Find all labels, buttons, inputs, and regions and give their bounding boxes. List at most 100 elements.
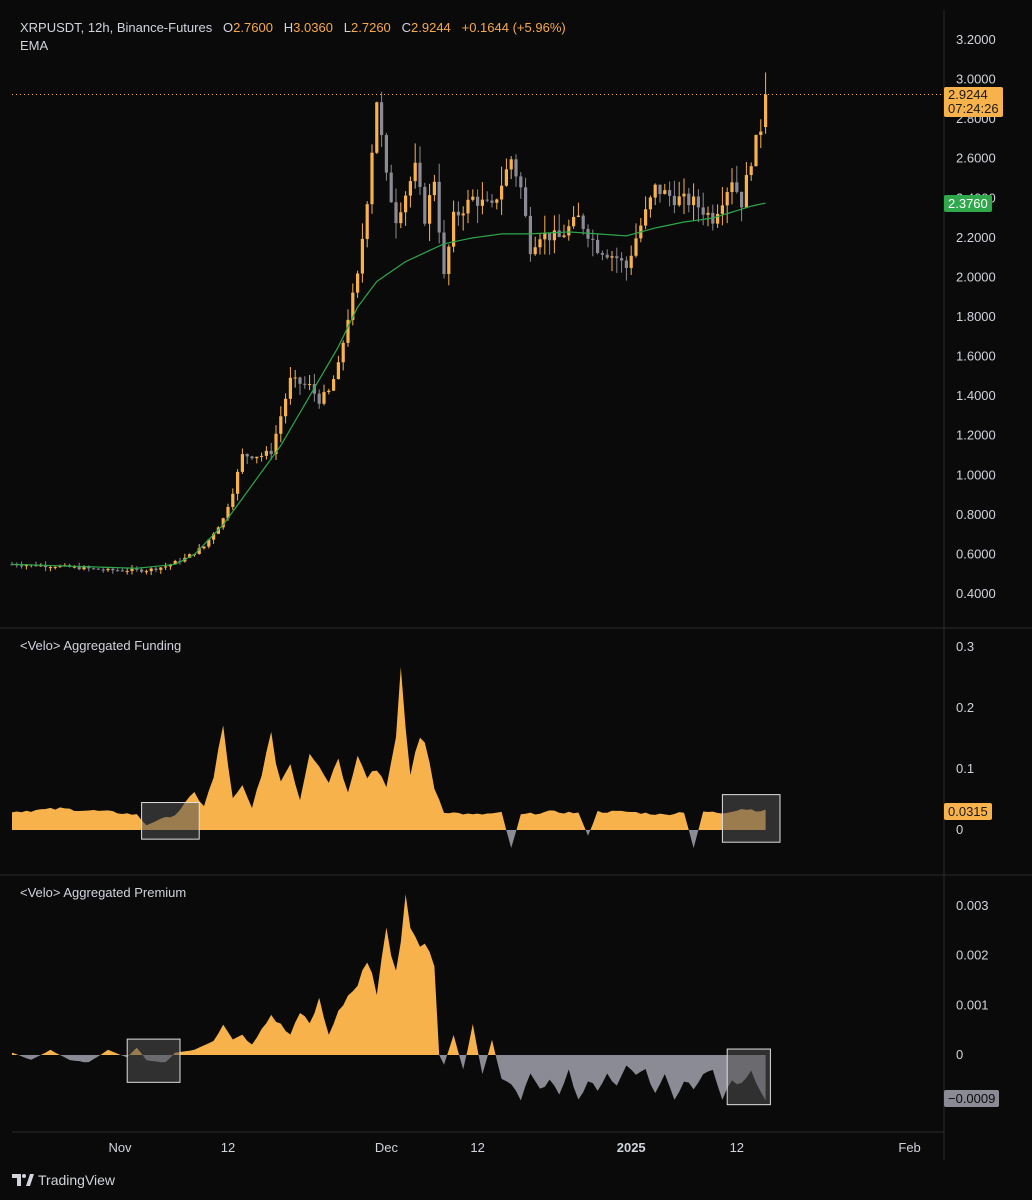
- highlight-box: [721, 794, 781, 843]
- candle-body: [77, 566, 81, 570]
- candle-body: [317, 393, 321, 404]
- candle-body: [144, 571, 148, 573]
- high-label: H: [283, 20, 294, 35]
- highlight-box: [141, 802, 200, 840]
- candle-body: [135, 568, 139, 570]
- candle-body: [740, 191, 744, 208]
- candle-body: [173, 561, 177, 565]
- candle-body: [202, 546, 206, 549]
- candle-body: [562, 235, 566, 237]
- candle-body: [677, 196, 681, 206]
- highlight-box: [126, 1038, 181, 1083]
- candle-body: [744, 175, 748, 208]
- symbol-line[interactable]: XRPUSDT, 12h, Binance-Futures: [20, 20, 213, 35]
- candle-body: [466, 199, 470, 214]
- premium-pane[interactable]: [12, 894, 771, 1106]
- candle-body: [701, 207, 705, 215]
- candle-body: [44, 565, 48, 568]
- candle-body: [370, 152, 374, 205]
- candle-body: [596, 239, 600, 253]
- price-tick-label: 0.8000: [956, 507, 996, 522]
- candle-body: [471, 196, 475, 200]
- time-tick-label: 12: [730, 1140, 744, 1155]
- price-pane[interactable]: [10, 72, 944, 576]
- candle-body: [495, 199, 499, 203]
- candle-body: [764, 94, 768, 128]
- candle-body: [716, 213, 720, 224]
- candle-body: [600, 252, 604, 255]
- candle-body: [672, 195, 676, 206]
- price-tick-label: 1.2000: [956, 428, 996, 443]
- tradingview-logo-icon: [12, 1174, 34, 1186]
- brand-text: TradingView: [38, 1172, 116, 1188]
- candle-body: [696, 196, 700, 208]
- funding-value-tag: 0.0315: [944, 803, 992, 820]
- tradingview-brand[interactable]: TradingView: [12, 1172, 115, 1188]
- candle-body: [548, 232, 552, 241]
- candle-body: [389, 172, 393, 203]
- candle-body: [365, 204, 369, 239]
- candle-body: [207, 539, 211, 547]
- countdown-value: 07:24:26: [948, 101, 999, 116]
- candle-body: [519, 176, 523, 188]
- funding-pane[interactable]: [12, 667, 781, 849]
- indicator-tick-label: 0: [956, 822, 963, 837]
- funding-title[interactable]: <Velo> Aggregated Funding: [20, 638, 182, 653]
- candle-body: [293, 377, 297, 379]
- high-value: 3.0360: [293, 20, 333, 35]
- candle-body: [399, 212, 403, 224]
- candle-body: [303, 383, 307, 385]
- time-tick-label: Feb: [898, 1140, 920, 1155]
- symbol-legend: XRPUSDT, 12h, Binance-Futures O2.7600 H3…: [20, 20, 566, 35]
- candle-body: [514, 159, 518, 177]
- candle-body: [423, 186, 427, 224]
- candle-body: [332, 379, 336, 391]
- candle-body: [749, 166, 753, 176]
- close-value: 2.9244: [411, 20, 451, 35]
- candle-body: [663, 190, 667, 194]
- candle-body: [557, 230, 561, 237]
- candle-body: [269, 450, 273, 455]
- candle-body: [533, 247, 537, 255]
- time-tick-label: 12: [470, 1140, 484, 1155]
- price-tick-label: 3.2000: [956, 32, 996, 47]
- candle-body: [140, 569, 144, 572]
- premium-title[interactable]: <Velo> Aggregated Premium: [20, 885, 187, 900]
- candle-body: [154, 568, 158, 570]
- candle-body: [336, 362, 340, 380]
- candle-body: [567, 226, 571, 236]
- indicator-tick-label: 0: [956, 1047, 963, 1062]
- candle-body: [735, 182, 739, 192]
- candle-body: [346, 319, 350, 343]
- candle-body: [692, 196, 696, 206]
- candle-body: [624, 260, 628, 268]
- candle-body: [418, 162, 422, 187]
- ema-value-tag: 2.3760: [944, 195, 992, 212]
- price-tick-label: 2.0000: [956, 269, 996, 284]
- candle-body: [591, 238, 595, 240]
- candle-body: [101, 569, 105, 571]
- time-tick-label: Dec: [375, 1140, 399, 1155]
- candle-body: [236, 471, 240, 494]
- candle-body: [759, 131, 763, 135]
- price-tick-label: 1.8000: [956, 309, 996, 324]
- candle-body: [730, 182, 734, 193]
- low-label: L: [343, 20, 352, 35]
- last-price-tag: 2.9244 07:24:26: [944, 87, 1003, 117]
- candle-body: [437, 181, 441, 233]
- candle-body: [461, 213, 465, 216]
- candle-body: [92, 568, 96, 570]
- candle-body: [356, 273, 360, 293]
- candle-body: [490, 200, 494, 203]
- candle-body: [20, 565, 24, 567]
- candle-body: [504, 169, 508, 186]
- candle-body: [725, 192, 729, 206]
- ema-legend[interactable]: EMA: [20, 38, 49, 53]
- candle-body: [159, 567, 163, 570]
- candle-body: [360, 238, 364, 274]
- candle-body: [447, 246, 451, 274]
- price-tick-label: 3.0000: [956, 72, 996, 87]
- candle-body: [394, 202, 398, 224]
- candle-body: [111, 568, 115, 571]
